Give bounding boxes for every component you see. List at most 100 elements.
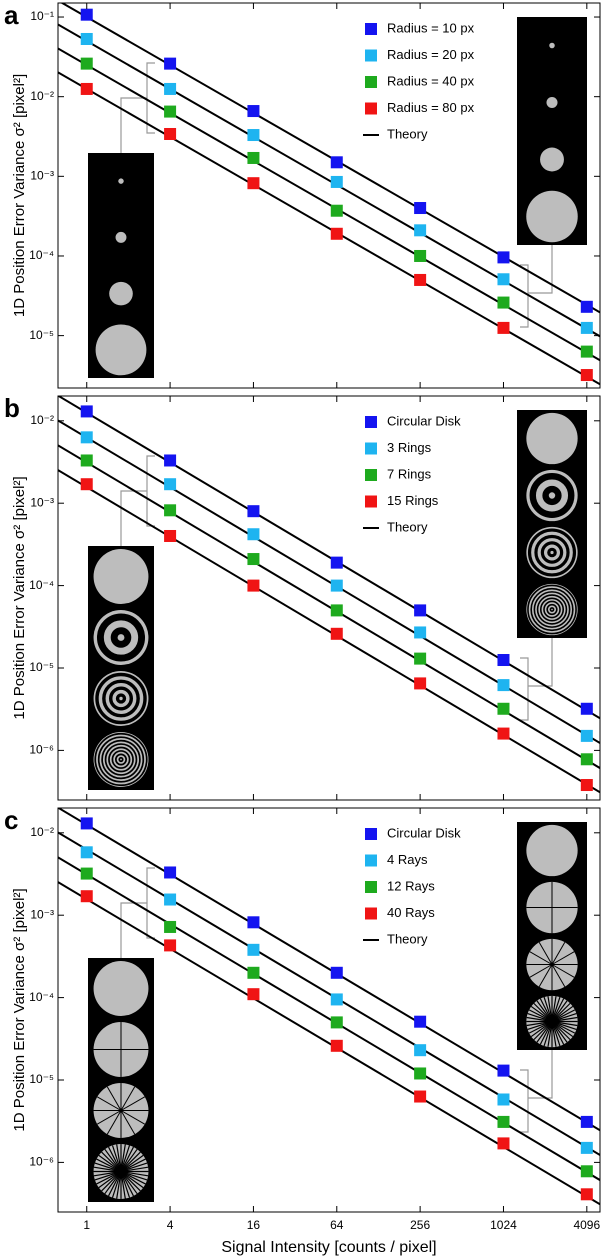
y-axis-title: 1D Position Error Variance σ² [pixel²] [11,74,28,317]
bracket [520,1050,552,1132]
data-point [81,454,93,466]
x-tick-label: 1 [83,1218,90,1232]
data-point [164,478,176,490]
legend-label: 15 Rings [387,493,439,508]
bracket [520,638,552,720]
legend-swatch [365,469,377,481]
legend-swatch [365,443,377,455]
inset-disk [526,527,577,578]
data-point [164,504,176,516]
data-point [331,580,343,592]
y-tick-label: 10⁻⁴ [29,990,54,1004]
data-point [164,866,176,878]
legend-swatch [365,50,377,62]
data-point [164,58,176,70]
legend-swatch [365,828,377,840]
data-point [81,890,93,902]
legend-label: Radius = 40 px [387,73,475,88]
y-tick-label: 10⁻⁵ [29,328,54,342]
inset-disk [94,549,149,604]
data-point [81,33,93,45]
data-point [497,322,509,334]
legend-swatch [365,881,377,893]
data-point [247,553,259,565]
x-tick-label: 256 [410,1218,430,1232]
panel-label: a [4,0,19,30]
y-tick-label: 10⁻⁴ [29,248,54,262]
data-point [331,628,343,640]
data-point [497,1093,509,1105]
data-point [81,868,93,880]
y-tick-label: 10⁻² [30,413,54,427]
y-tick-label: 10⁻³ [30,907,54,921]
data-point [247,105,259,117]
legend-swatch [365,76,377,88]
data-point [331,1016,343,1028]
data-point [164,128,176,140]
y-tick-label: 10⁻³ [30,168,54,182]
legend-label: 12 Rays [387,878,435,893]
inset-disk [96,324,147,375]
data-point [581,1142,593,1154]
data-point [247,916,259,928]
inset-disk [118,178,123,183]
data-point [331,967,343,979]
data-point [497,728,509,740]
panel-label: c [4,805,18,835]
bracket [520,245,552,327]
y-tick-label: 10⁻⁶ [29,743,54,757]
data-point [81,9,93,21]
data-point [81,431,93,443]
y-axis-title: 1D Position Error Variance σ² [pixel²] [11,476,28,719]
legend-label: Theory [387,126,428,141]
legend-swatch [365,103,377,115]
data-point [247,129,259,141]
data-point [81,478,93,490]
data-point [581,730,593,742]
data-point [497,679,509,691]
legend-swatch [365,855,377,867]
x-tick-label: 1024 [490,1218,517,1232]
x-tick-label: 16 [247,1218,261,1232]
data-point [497,1065,509,1077]
data-point [497,297,509,309]
data-point [247,580,259,592]
inset-disk [94,671,149,726]
plot-area [58,396,600,793]
data-point [581,301,593,313]
y-tick-label: 10⁻² [30,825,54,839]
x-tick-label: 64 [330,1218,344,1232]
figure: 10⁻¹10⁻²10⁻³10⁻⁴10⁻⁵a1D Position Error V… [0,0,603,1260]
inset-disk [109,282,133,306]
data-point [331,557,343,569]
data-point [247,528,259,540]
data-point [247,152,259,164]
legend-label: Theory [387,519,428,534]
data-point [414,1067,426,1079]
legend-swatch [365,416,377,428]
data-point [164,921,176,933]
data-point [497,273,509,285]
data-point [581,1188,593,1200]
data-point [164,894,176,906]
data-point [81,83,93,95]
y-tick-label: 10⁻⁴ [29,578,54,592]
inset-disk [116,232,127,243]
data-point [81,846,93,858]
inset-disk [526,191,577,242]
data-point [497,251,509,263]
data-point [164,454,176,466]
data-point [581,369,593,381]
data-point [581,322,593,334]
legend-label: 40 Rays [387,905,435,920]
data-point [497,654,509,666]
data-point [247,505,259,517]
data-point [331,205,343,217]
y-tick-label: 10⁻⁵ [29,1072,54,1086]
x-axis-title: Signal Intensity [counts / pixel] [221,1239,436,1256]
legend-label: Radius = 10 px [387,20,475,35]
data-point [414,274,426,286]
data-point [164,83,176,95]
data-point [414,250,426,262]
data-point [247,944,259,956]
